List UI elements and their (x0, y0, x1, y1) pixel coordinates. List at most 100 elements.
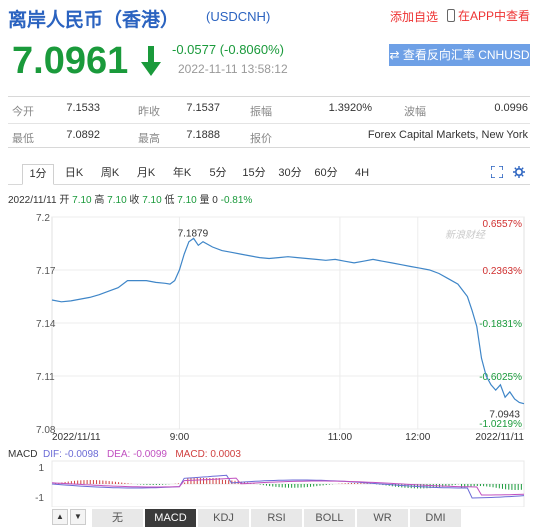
macd-bar (187, 478, 189, 484)
tab-4h[interactable]: 4H (354, 167, 370, 179)
macd-bar (284, 484, 286, 488)
y-tick-label: 7.11 (36, 372, 55, 383)
add-favorite-link[interactable]: 添加自选 (390, 10, 439, 24)
tab-yearly[interactable]: 年K (172, 167, 192, 179)
pct-tick-label: -0.6025% (479, 372, 522, 383)
reverse-rate-button[interactable]: ⇄ 查看反向汇率 CNHUSD (389, 44, 530, 66)
tab-daily[interactable]: 日K (64, 167, 84, 179)
pct-tick-label: -0.1831% (479, 319, 522, 330)
phone-icon (447, 9, 455, 22)
y-tick-label: 7.17 (36, 266, 56, 277)
macd-bar (149, 484, 151, 485)
low-value: 7.0892 (66, 129, 100, 141)
macd-bar (505, 484, 507, 490)
indicator-tab-wr[interactable]: WR (357, 509, 409, 527)
tab-5min[interactable]: 5分 (209, 167, 227, 179)
stats-table: 今开 7.1533 昨收 7.1537 振幅 1.3920% 波幅 0.0996… (8, 96, 530, 148)
chart-y-axis: 7.2 7.17 7.14 7.11 7.08 (36, 213, 56, 436)
indicator-tab-boll[interactable]: BOLL (304, 509, 356, 527)
open-value: 7.1533 (66, 102, 100, 114)
chart-grid (51, 216, 525, 430)
macd-bar (278, 484, 280, 488)
indicator-tab-dmi[interactable]: DMI (410, 509, 462, 527)
low-label: 最低 (12, 133, 34, 145)
tab-1min[interactable]: 1分 (22, 164, 54, 185)
macd-bar (520, 484, 522, 490)
ohlc-readout: 2022/11/11 开 7.10 高 7.10 收 7.10 低 7.10 量… (8, 191, 252, 206)
macd-bar (319, 484, 321, 486)
fullscreen-icon[interactable] (491, 166, 503, 178)
tab-30min[interactable]: 30分 (278, 167, 302, 179)
scroll-down-button[interactable]: ▼ (70, 509, 86, 525)
tab-60min[interactable]: 60分 (314, 167, 338, 179)
macd-bar (486, 484, 488, 487)
macd-bar (467, 484, 469, 487)
macd-bar (203, 478, 205, 484)
chart-x-axis: 2022/11/11 9:00 11:00 12:00 2022/11/11 (52, 432, 524, 443)
macd-bar (508, 484, 510, 490)
macd-bar (193, 478, 195, 484)
macd-dea: DEA: -0.0099 (106, 449, 167, 460)
open-label: 今开 (12, 106, 34, 118)
indicator-tab-rsi[interactable]: RSI (251, 509, 303, 527)
y-tick-label: 7.14 (36, 319, 56, 330)
tab-15min[interactable]: 15分 (242, 167, 266, 179)
macd-bar (262, 484, 264, 486)
macd-title: MACD (8, 449, 38, 460)
macd-bar (83, 480, 85, 484)
indicator-tab-kdj[interactable]: KDJ (198, 509, 250, 527)
quote-source-label: 报价 (250, 133, 272, 145)
price-change: -0.0577 (-0.8060%) (172, 42, 285, 57)
macd-bar (306, 484, 308, 488)
price-chart[interactable]: 7.2 7.17 7.14 7.11 7.08 0.6557% 0.2363% -0.183… (0, 205, 550, 507)
indicator-tab-none[interactable]: 无 (92, 509, 144, 527)
macd-bar (118, 482, 120, 484)
macd-bar (429, 484, 431, 489)
macd-bar (347, 483, 349, 484)
macd-bar (80, 480, 82, 484)
macd-bar (479, 484, 481, 487)
macd-bar (55, 483, 57, 484)
ohlc-high-label: 高 (94, 195, 105, 206)
macd-bar (67, 481, 69, 484)
macd-value: MACD: 0.0003 (175, 449, 241, 460)
macd-bar (199, 478, 201, 484)
macd-panel: 1 -1 (35, 460, 525, 507)
macd-bar (476, 484, 478, 487)
view-in-app-link[interactable]: 在APP中查看 (447, 7, 530, 24)
tab-weekly[interactable]: 周K (100, 167, 120, 179)
symbol-code: (USDCNH) (206, 9, 271, 24)
stats-row: 今开 7.1533 昨收 7.1537 振幅 1.3920% 波幅 0.0996 (8, 97, 530, 123)
macd-bar (152, 484, 154, 486)
ohlc-pct: -0.81% (220, 195, 253, 206)
tab-monthly[interactable]: 月K (136, 167, 156, 179)
indicator-tab-macd[interactable]: MACD (145, 509, 197, 527)
macd-bar (140, 484, 142, 485)
macd-bar (259, 484, 261, 485)
x-tick-label: 12:00 (405, 432, 430, 443)
macd-bar (196, 478, 198, 484)
scroll-up-button[interactable]: ▲ (52, 509, 68, 525)
macd-bar (341, 483, 343, 484)
macd-bar (190, 478, 192, 484)
macd-bar (448, 484, 450, 486)
ohlc-vol-label: 量 (199, 195, 210, 206)
macd-bar (310, 484, 312, 487)
settings-gear-icon[interactable] (513, 166, 525, 178)
period-tabs: 1分 日K 周K 月K 年K 5分 15分 30分 60分 4H (8, 160, 530, 185)
macd-bar (70, 481, 72, 484)
ohlc-low-label: 低 (164, 195, 175, 206)
macd-bar (143, 484, 145, 485)
x-tick-label: 9:00 (170, 432, 190, 443)
page-title: 离岸人民币（香港） (8, 10, 180, 31)
macd-bar (158, 484, 160, 485)
macd-bar (105, 480, 107, 484)
macd-bar (243, 482, 245, 484)
ohlc-close: 7.10 (142, 195, 162, 206)
pct-tick-label: 0.2363% (483, 266, 523, 277)
macd-bar (99, 480, 101, 484)
macd-bar (89, 479, 91, 484)
macd-bar (511, 484, 513, 490)
macd-bar (426, 484, 428, 489)
macd-bar (221, 479, 223, 484)
